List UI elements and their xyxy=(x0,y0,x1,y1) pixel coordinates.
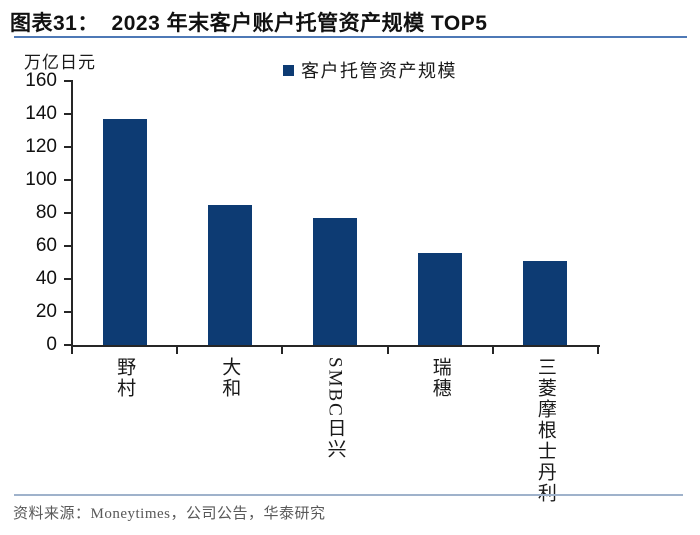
y-axis-tick-label: 80 xyxy=(35,202,57,223)
bar-野村 xyxy=(102,118,147,345)
y-axis-tick-label: 160 xyxy=(25,70,57,91)
footer-divider-line xyxy=(14,494,683,496)
source-note: 资料来源：Moneytimes，公司公告，华泰研究 xyxy=(13,506,326,522)
bar-瑞穗 xyxy=(418,252,463,345)
y-axis-line xyxy=(71,80,73,347)
x-axis-category-label: 三菱摩根士丹利 xyxy=(534,357,556,504)
y-axis-tick-label: 140 xyxy=(25,103,57,124)
bar-SMBC日兴 xyxy=(313,217,357,345)
x-axis-line xyxy=(71,345,600,347)
x-axis-category-label: 大和 xyxy=(219,357,241,399)
bar-三菱摩根士丹利 xyxy=(523,260,568,345)
y-axis-tick-mark xyxy=(64,278,71,280)
y-axis-tick-mark xyxy=(64,80,71,82)
x-axis-tick-mark xyxy=(491,347,494,354)
y-axis-tick-mark xyxy=(64,212,71,214)
y-axis-tick-label: 100 xyxy=(25,169,57,190)
y-axis-tick-label: 40 xyxy=(35,268,57,289)
bar-大和 xyxy=(207,204,252,345)
y-axis-tick-mark xyxy=(64,146,71,148)
chart-legend: 客户托管资产规模 xyxy=(283,57,457,83)
x-axis-tick-mark xyxy=(71,347,73,354)
x-axis-tick-mark xyxy=(176,347,179,354)
y-axis-tick-mark xyxy=(64,344,71,346)
title-divider-line xyxy=(14,36,687,38)
y-axis-tick-mark xyxy=(64,113,71,115)
x-axis-category-label: SMBC日兴 xyxy=(324,357,346,460)
y-axis-tick-mark xyxy=(64,311,71,313)
x-axis-category-label: 瑞穗 xyxy=(429,357,451,399)
legend-label: 客户托管资产规模 xyxy=(301,61,457,81)
legend-square-icon xyxy=(283,64,294,76)
y-axis-tick-mark xyxy=(64,179,71,181)
x-axis-tick-mark xyxy=(281,347,284,354)
figure-title: 图表31： 2023 年末客户账户托管资产规模 TOP5 xyxy=(10,12,488,35)
y-axis-tick-label: 0 xyxy=(46,334,57,355)
y-axis-tick-label: 60 xyxy=(35,235,57,256)
x-axis-tick-mark xyxy=(597,347,599,354)
y-axis-tick-mark xyxy=(64,245,71,247)
y-axis-tick-label: 20 xyxy=(35,301,57,322)
y-axis-tick-label: 120 xyxy=(25,136,57,157)
x-axis-category-label: 野村 xyxy=(114,357,136,399)
x-axis-tick-mark xyxy=(386,347,389,354)
y-axis-unit-label: 万亿日元 xyxy=(24,53,96,72)
